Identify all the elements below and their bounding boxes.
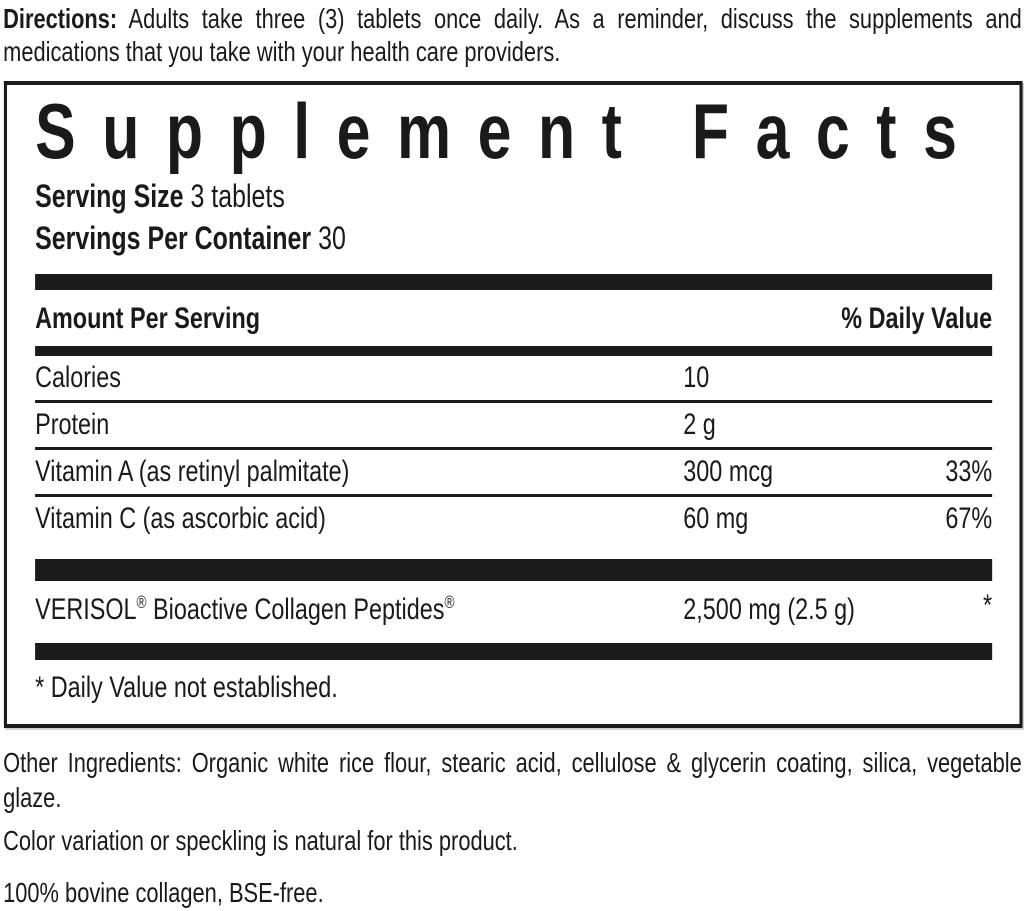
divider-bar-medium <box>35 346 993 356</box>
color-variation-note: Color variation or speckling is natural … <box>3 825 518 856</box>
nutrient-dv <box>930 356 992 400</box>
serving-size-value: 3 tablets <box>190 178 285 214</box>
registered-mark-icon: ® <box>444 592 455 612</box>
nutrient-name: Calories <box>35 361 121 394</box>
directions-text: Adults take three (3) tablets once daily… <box>3 3 1022 67</box>
nutrient-name: Vitamin C (as ascorbic acid) <box>35 502 326 535</box>
servings-per-container-label: Servings Per Container <box>35 220 312 256</box>
supplement-facts-panel: Supplement Facts Serving Size 3 tablets … <box>3 81 1023 728</box>
nutrient-amount: 300 mcg <box>683 455 774 488</box>
table-row-calories: Calories 10 <box>35 356 993 403</box>
nutrient-dv: 67% <box>945 502 993 535</box>
divider-bar-thick <box>35 274 993 290</box>
nutrient-amount: 10 <box>683 361 710 394</box>
serving-info: Serving Size 3 tablets Servings Per Cont… <box>35 175 992 259</box>
nutrient-dv <box>930 403 992 447</box>
verisol-brand: VERISOL <box>35 593 137 626</box>
nutrient-dv: 33% <box>945 455 993 488</box>
table-row-vitamin-a: Vitamin A (as retinyl palmitate) 300 mcg… <box>35 450 993 497</box>
panel-title: Supplement Facts <box>35 87 984 175</box>
nutrient-dv: * <box>983 589 993 622</box>
registered-mark-icon: ® <box>136 592 147 612</box>
daily-value-header: % Daily Value <box>841 302 993 335</box>
nutrient-amount: 60 mg <box>683 502 749 535</box>
nutrient-name: VERISOL® Bioactive Collagen Peptides® <box>35 587 683 633</box>
directions-paragraph: Directions: Adults take three (3) tablet… <box>3 2 1022 68</box>
nutrient-name: Protein <box>35 408 110 441</box>
label-notes: Other Ingredients: Organic white rice fl… <box>3 745 1022 910</box>
nutrient-name: Vitamin A (as retinyl palmitate) <box>35 455 350 488</box>
serving-size-line: Serving Size 3 tablets <box>35 175 992 217</box>
servings-per-container-line: Servings Per Container 30 <box>35 217 992 259</box>
table-header-row: Amount Per Serving % Daily Value <box>35 290 992 346</box>
daily-value-footnote: * Daily Value not established. <box>35 671 338 704</box>
table-row-protein: Protein 2 g <box>35 403 993 450</box>
divider-bar-thick <box>35 643 993 660</box>
servings-per-container-value: 30 <box>318 220 346 256</box>
serving-size-label: Serving Size <box>35 178 184 214</box>
verisol-name-rest: Bioactive Collagen Peptides <box>146 593 445 626</box>
divider-bar-thick <box>35 559 993 581</box>
table-row-verisol: VERISOL® Bioactive Collagen Peptides® 2,… <box>35 581 992 643</box>
nutrient-amount: 2,500 mg (2.5 g) <box>683 593 855 626</box>
nutrient-amount: 2 g <box>683 408 716 441</box>
directions-label: Directions: <box>3 3 118 34</box>
table-row-vitamin-c: Vitamin C (as ascorbic acid) 60 mg 67% <box>35 497 992 541</box>
other-ingredients-note: Other Ingredients: Organic white rice fl… <box>3 747 1022 813</box>
amount-per-serving-header: Amount Per Serving <box>35 302 261 335</box>
bovine-collagen-note: 100% bovine collagen, BSE-free. <box>3 877 324 908</box>
